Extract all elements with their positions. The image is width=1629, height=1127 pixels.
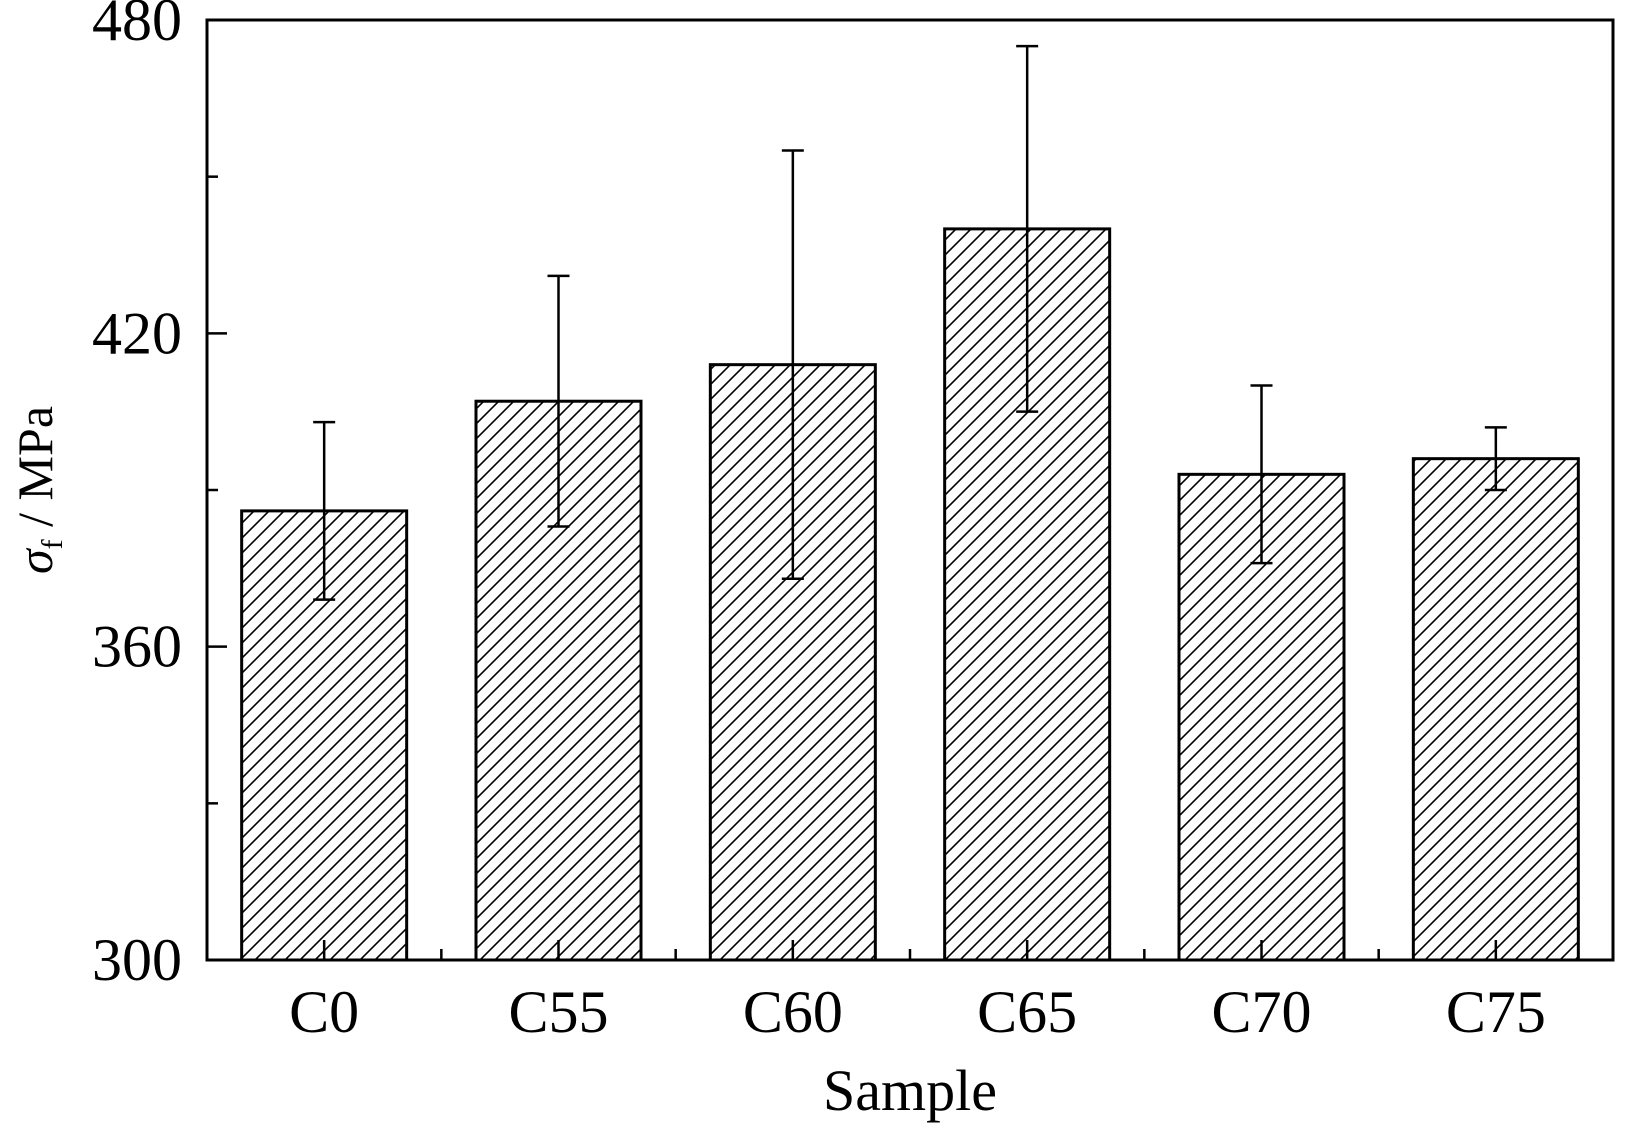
bar-c75 <box>1411 457 1580 962</box>
error-bars-layer <box>313 44 1507 601</box>
y-axis-symbol: σ <box>7 547 63 574</box>
labels-layer: C0 C55 C60 C65 C70 C75 300 360 420 480 <box>92 0 1546 1045</box>
error-bar-c55 <box>547 274 570 528</box>
y-tick-label: 420 <box>92 300 182 366</box>
y-axis-label: σf / MPa <box>7 406 69 574</box>
error-bar-c0 <box>313 420 336 601</box>
y-axis-unit: / MPa <box>7 406 63 539</box>
y-tick-label: 360 <box>92 614 182 680</box>
y-tick-label: 300 <box>92 927 182 993</box>
y-axis-subscript: f <box>36 539 69 549</box>
ticks-layer <box>207 18 1498 962</box>
x-tick-label: C60 <box>743 979 843 1045</box>
x-tick-label: C0 <box>289 979 359 1045</box>
x-tick-label: C65 <box>977 979 1077 1045</box>
bars-layer <box>240 227 1580 962</box>
x-tick-label: C55 <box>508 979 608 1045</box>
error-bar-c65 <box>1016 44 1039 413</box>
x-tick-label: C75 <box>1446 979 1546 1045</box>
x-axis-label: Sample <box>823 1058 997 1123</box>
x-tick-label: C70 <box>1211 979 1311 1045</box>
error-bar-c75 <box>1484 426 1507 492</box>
y-tick-label: 480 <box>92 0 182 53</box>
error-bar-c70 <box>1250 384 1273 565</box>
plot-frame <box>205 18 1615 962</box>
error-bar-c60 <box>781 149 804 581</box>
